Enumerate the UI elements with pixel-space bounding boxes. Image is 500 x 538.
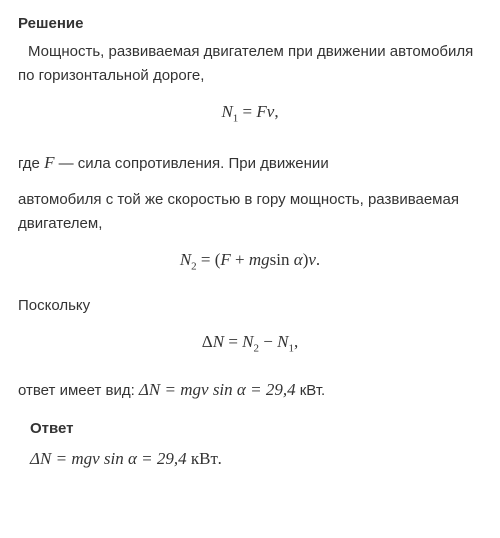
solution-para2b: автомобиля с той же скоростью в гору мощ… — [18, 188, 482, 236]
f2-v: v — [308, 250, 316, 269]
ans-pre: ответ имеет вид: — [18, 382, 139, 399]
answer-section: Ответ ΔN = mgv sin α = 29,4 кВт. — [18, 417, 482, 472]
f3-N: N — [213, 332, 224, 351]
solution-para1: Мощность, развиваемая двигателем при дви… — [18, 40, 482, 88]
ai-eq: = — [160, 380, 180, 399]
ai-sin: sin — [209, 380, 237, 399]
solution-para2: где F — сила сопротивления. При движении — [18, 146, 482, 180]
solution-heading: Решение — [18, 12, 482, 36]
f3-end: , — [294, 332, 298, 351]
f2-F: F — [220, 250, 230, 269]
formula-1: N1 = Fv, — [18, 98, 482, 128]
f3-eq: = — [224, 332, 242, 351]
a-eq2: = — [137, 449, 157, 468]
a-val: 29,4 — [157, 449, 187, 468]
a-alpha: α — [128, 449, 137, 468]
ai-mgv: mgv — [180, 380, 208, 399]
a-N: N — [40, 449, 51, 468]
f1-rhs: Fv — [256, 102, 274, 121]
p2-post: — сила сопротивления. При движении — [54, 155, 328, 172]
f2-lhs: N — [180, 250, 191, 269]
f1-eq: = — [238, 102, 256, 121]
a-eq: = — [51, 449, 71, 468]
since-text: Поскольку — [18, 294, 482, 318]
a-end: . — [218, 449, 222, 468]
f2-alpha: α — [294, 250, 303, 269]
f2-mg: mg — [249, 250, 270, 269]
a-sin: sin — [100, 449, 128, 468]
f2-plus: + — [231, 250, 249, 269]
f2-end: . — [316, 250, 320, 269]
ai-N: N — [149, 380, 160, 399]
ai-end: . — [321, 382, 325, 399]
p2-pre: где — [18, 155, 44, 172]
ai-alpha: α — [237, 380, 246, 399]
p2-F: F — [44, 153, 54, 172]
f2-sin: sin — [270, 250, 294, 269]
answer-text-line: ответ имеет вид: ΔN = mgv sin α = 29,4 к… — [18, 376, 482, 403]
answer-heading: Ответ — [30, 417, 482, 441]
answer-formula: ΔN = mgv sin α = 29,4 кВт. — [30, 445, 482, 472]
a-mgv: mgv — [71, 449, 99, 468]
f3-N2: N — [242, 332, 253, 351]
f3-N1: N — [277, 332, 288, 351]
formula-2: N2 = (F + mgsin α)v. — [18, 246, 482, 276]
ai-val: 29,4 — [266, 380, 296, 399]
ai-unit: кВт — [296, 382, 321, 399]
a-unit: кВт — [187, 449, 218, 468]
a-delta: Δ — [30, 449, 40, 468]
formula-3: ΔN = N2 − N1, — [18, 328, 482, 358]
ai-delta: Δ — [139, 380, 149, 399]
f1-lhs: N — [221, 102, 232, 121]
f3-delta: Δ — [202, 332, 213, 351]
f2-eq: = ( — [197, 250, 221, 269]
f3-minus: − — [259, 332, 277, 351]
ai-eq2: = — [246, 380, 266, 399]
f1-end: , — [274, 102, 278, 121]
